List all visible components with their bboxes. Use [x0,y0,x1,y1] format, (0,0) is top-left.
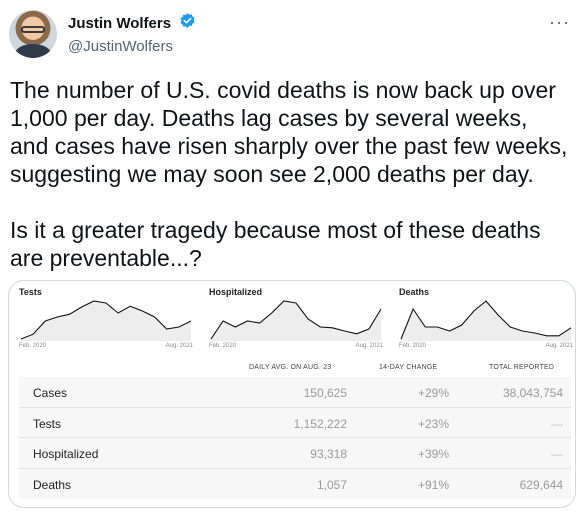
tweet-header: Justin Wolfers @JustinWolfers ··· [8,8,576,60]
sparkline-start-label: Feb. 2020 [209,343,237,349]
avatar-shirt [15,44,51,58]
column-header-daily-avg: DAILY AVG. ON AUG. 23 [249,364,332,371]
sparkline-line [400,300,572,340]
sparkline-title: Hospitalized [209,287,263,297]
stats-table: Cases 150,625 +29% 38,043,754 Tests 1,15… [19,377,571,499]
sparkline-chart-tests [20,300,192,341]
sparkline-end-label: Aug. 2021 [545,343,573,349]
sparkline-start-label: Feb. 2020 [399,343,427,349]
avatar-glasses [21,26,45,33]
total-value: 38,043,754 [502,386,563,400]
tweet-paragraph: Is it a greater tragedy because most of … [10,217,541,271]
change-value: +23% [417,416,449,431]
daily-avg-value: 1,152,222 [293,416,347,431]
total-value: — [551,416,563,431]
total-value: — [551,447,563,461]
display-name[interactable]: Justin Wolfers [68,14,172,32]
daily-avg-value: 93,318 [310,447,347,461]
sparkline-chart-deaths [400,300,572,341]
table-row: Tests 1,152,222 +23% — [19,408,571,438]
change-value: +39% [417,447,449,461]
change-value: +29% [417,386,449,400]
table-row: Deaths 1,057 +91% 629,644 [19,469,571,500]
tweet-text: The number of U.S. covid deaths is now b… [10,76,570,300]
avatar[interactable] [9,10,57,58]
row-label: Cases [33,386,68,400]
change-value: +91% [417,477,449,492]
row-label: Deaths [33,477,72,492]
table-row: Hospitalized 93,318 +39% — [19,438,571,469]
row-label: Tests [33,416,62,431]
sparkline-title: Tests [19,287,42,297]
sparkline-area [21,301,191,341]
sparkline-start-label: Feb. 2020 [19,343,47,349]
total-value: 629,644 [519,477,563,492]
sparkline-title: Deaths [399,287,430,297]
table-row: Cases 150,625 +29% 38,043,754 [19,377,571,408]
column-header-total-reported: TOTAL REPORTED [489,364,555,371]
column-header-14-day-change: 14-DAY CHANGE [379,364,438,371]
sparkline-end-label: Aug. 2021 [165,343,193,349]
sparkline-area [211,301,381,341]
sparkline-deaths: Deaths Feb. 2020 Aug. 2021 [399,287,573,357]
verified-badge-icon [179,12,196,34]
sparkline-area [401,301,571,341]
daily-avg-value: 150,625 [303,386,347,400]
sparkline-line [210,300,382,340]
sparkline-chart-hospitalized [210,300,382,341]
user-block: Justin Wolfers @JustinWolfers [68,12,196,55]
more-options-icon[interactable]: ··· [549,12,570,32]
daily-avg-value: 1,057 [316,477,347,492]
sparkline-line [20,300,192,340]
sparkline-end-label: Aug. 2021 [355,343,383,349]
user-handle[interactable]: @JustinWolfers [68,38,173,55]
media-card[interactable]: Tests Feb. 2020 Aug. 2021 Hospitalized F… [8,280,576,508]
sparkline-hospitalized: Hospitalized Feb. 2020 Aug. 2021 [209,287,383,357]
sparkline-tests: Tests Feb. 2020 Aug. 2021 [19,287,193,357]
row-label: Hospitalized [33,447,99,461]
tweet-paragraph: The number of U.S. covid deaths is now b… [10,77,568,187]
